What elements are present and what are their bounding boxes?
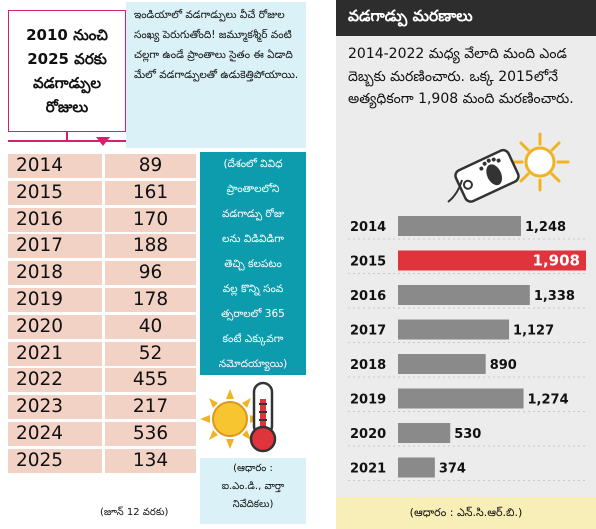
row-value: 170: [105, 207, 196, 232]
left-title: 2010 నుంచి 2025 వరకు వడగాడ్పుల రోజులు: [26, 26, 108, 116]
teal-note-line: త్సరాలలో 365: [221, 308, 285, 320]
table-row: 2022 455: [8, 368, 196, 393]
row-year: 2014: [8, 154, 102, 178]
row-value: 52: [105, 341, 196, 366]
row-value: 134: [105, 448, 196, 473]
row-value: 455: [105, 368, 196, 393]
table-row: 2021 52: [8, 341, 196, 366]
source-line: (ఆధారం :: [233, 463, 273, 474]
table-note: (జూన్ 12 వరకు): [100, 507, 169, 518]
row-value: 96: [105, 261, 196, 286]
value-label: 1,338: [534, 289, 575, 304]
year-label: 2020: [350, 427, 386, 442]
source-line: నివేదికలు): [232, 499, 274, 510]
title-connector: [66, 132, 68, 140]
deaths-header: [336, 0, 596, 36]
bar-2019: [398, 388, 524, 409]
down-arrow-icon: [96, 137, 110, 146]
row-year: 2020: [8, 314, 102, 339]
table-row: 2014 89: [8, 154, 196, 178]
row-year: 2018: [8, 261, 102, 286]
teal-note-line: (దేశంలో వివిధ: [223, 158, 283, 170]
row-year: 2019: [8, 287, 102, 312]
footprint-tag-sun-icon: [447, 132, 570, 203]
table-row: 2023 217: [8, 395, 196, 420]
source-line: ఐ.ఎం.డి., వార్తా: [221, 481, 285, 492]
bar-2017: [398, 319, 510, 340]
teal-note-line: వల్ల కొన్ని సంవ: [222, 283, 284, 295]
thermometer-sun-icon: [200, 375, 306, 454]
teal-note-line: తెచ్చి కలపటం: [224, 258, 282, 270]
row-value: 178: [105, 287, 196, 312]
value-label: 1,908: [533, 252, 580, 270]
row-year: 2022: [8, 368, 102, 393]
year-label: 2014: [350, 220, 386, 235]
row-value: 40: [105, 314, 196, 339]
table-row: 2024 536: [8, 421, 196, 446]
year-label: 2015: [350, 255, 386, 270]
bar-2021: [398, 457, 435, 478]
deaths-header-title: వడగాడ్పు మరణాలు: [348, 7, 473, 25]
table-row: 2016 170: [8, 207, 196, 232]
year-label: 2019: [350, 393, 386, 408]
teal-note-box: (దేశంలో వివిధ ప్రాంతాలలోని వడగాడ్పు రోజు లన…: [200, 152, 306, 375]
row-year: 2025: [8, 448, 102, 473]
row-year: 2016: [8, 207, 102, 232]
left-title-box: 2010 నుంచి 2025 వరకు వడగాడ్పుల రోజులు: [8, 10, 126, 132]
year-label: 2016: [350, 289, 386, 304]
heatwave-days-table: 2014 89 2015 161 2016 170 2017 188 2018 96 2019 178…: [8, 154, 196, 476]
row-value: 188: [105, 234, 196, 259]
left-source: (ఆధారం : ఐ.ఎం.డి., వార్తా నివేదికలు): [200, 458, 306, 524]
table-row: 2025 134: [8, 448, 196, 473]
row-year: 2023: [8, 395, 102, 420]
year-label: 2017: [350, 324, 386, 339]
value-label: 374: [439, 462, 466, 477]
bar-2014: [398, 216, 521, 236]
intro-text: ఇండియాలో వడగాడ్పులు వీచే రోజుల సంఖ్య పెర…: [126, 2, 306, 148]
value-label: 1,274: [528, 393, 569, 408]
row-year: 2015: [8, 180, 102, 205]
table-row: 2015 161: [8, 180, 196, 205]
bar-2018: [398, 354, 486, 374]
right-source: (ఆధారం : ఎన్.సి.ఆర్.బి.): [336, 497, 596, 529]
table-row: 2019 178: [8, 287, 196, 312]
bar-2016: [398, 285, 530, 305]
teal-note-line: లను విడివిడిగా: [222, 233, 284, 245]
row-value: 217: [105, 395, 196, 420]
deaths-bar-chart: 2014 1,248 2015 1,908 2016 1,338 2017 1,127 2018…: [348, 216, 588, 481]
value-label: 530: [454, 427, 481, 442]
teal-note-line: కంటే ఎక్కువగా: [222, 333, 284, 345]
row-value: 161: [105, 180, 196, 205]
table-row: 2020 40: [8, 314, 196, 339]
value-label: 890: [490, 358, 517, 373]
row-year: 2021: [8, 341, 102, 366]
row-value: 89: [105, 154, 196, 178]
pink-divider: [8, 140, 128, 142]
teal-note-line: వడగాడ్పు రోజు: [221, 208, 285, 220]
value-label: 1,248: [525, 220, 566, 235]
year-label: 2018: [350, 358, 386, 373]
table-row: 2017 188: [8, 234, 196, 259]
row-year: 2017: [8, 234, 102, 259]
value-label: 1,127: [513, 324, 554, 339]
teal-note-line: ప్రాంతాలలోని: [226, 183, 280, 195]
row-year: 2024: [8, 421, 102, 446]
year-label: 2021: [350, 462, 386, 477]
bar-2020: [398, 423, 451, 443]
row-value: 536: [105, 421, 196, 446]
table-row: 2018 96: [8, 261, 196, 286]
teal-note-line: నమోదయ్యాయి): [218, 358, 288, 370]
bar-2015: [398, 250, 586, 271]
deaths-description: 2014-2022 మధ్య వేలాది మంది ఎండ దెబ్బకు మ…: [348, 46, 574, 107]
